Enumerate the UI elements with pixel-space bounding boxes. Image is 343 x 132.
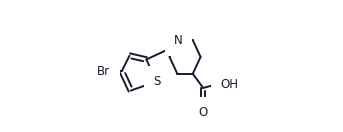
Text: S: S <box>153 75 160 88</box>
Text: Br: Br <box>97 65 110 78</box>
Text: O: O <box>199 106 208 119</box>
Text: N: N <box>174 34 183 47</box>
Text: OH: OH <box>220 78 238 91</box>
